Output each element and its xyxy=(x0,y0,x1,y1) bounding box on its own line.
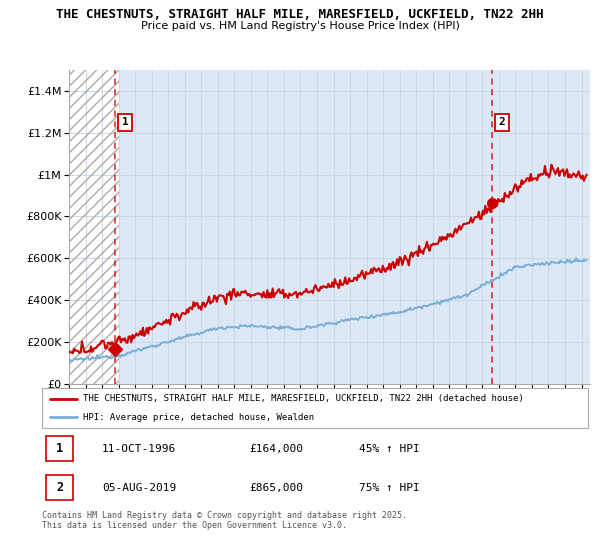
Text: 05-AUG-2019: 05-AUG-2019 xyxy=(102,483,176,493)
Text: 1: 1 xyxy=(56,442,63,455)
Text: £865,000: £865,000 xyxy=(250,483,304,493)
Text: THE CHESTNUTS, STRAIGHT HALF MILE, MARESFIELD, UCKFIELD, TN22 2HH: THE CHESTNUTS, STRAIGHT HALF MILE, MARES… xyxy=(56,8,544,21)
FancyBboxPatch shape xyxy=(46,475,73,501)
FancyBboxPatch shape xyxy=(42,388,588,428)
Bar xyxy=(69,70,119,384)
Text: THE CHESTNUTS, STRAIGHT HALF MILE, MARESFIELD, UCKFIELD, TN22 2HH (detached hous: THE CHESTNUTS, STRAIGHT HALF MILE, MARES… xyxy=(83,394,524,403)
Text: 1: 1 xyxy=(122,117,128,127)
FancyBboxPatch shape xyxy=(46,436,73,461)
Text: 45% ↑ HPI: 45% ↑ HPI xyxy=(359,444,419,454)
Text: 75% ↑ HPI: 75% ↑ HPI xyxy=(359,483,419,493)
Bar xyxy=(69,70,119,384)
Text: 2: 2 xyxy=(499,117,505,127)
Text: 11-OCT-1996: 11-OCT-1996 xyxy=(102,444,176,454)
Text: HPI: Average price, detached house, Wealden: HPI: Average price, detached house, Weal… xyxy=(83,413,314,422)
Text: Price paid vs. HM Land Registry's House Price Index (HPI): Price paid vs. HM Land Registry's House … xyxy=(140,21,460,31)
Text: £164,000: £164,000 xyxy=(250,444,304,454)
Text: 2: 2 xyxy=(56,482,63,494)
Text: Contains HM Land Registry data © Crown copyright and database right 2025.
This d: Contains HM Land Registry data © Crown c… xyxy=(42,511,407,530)
